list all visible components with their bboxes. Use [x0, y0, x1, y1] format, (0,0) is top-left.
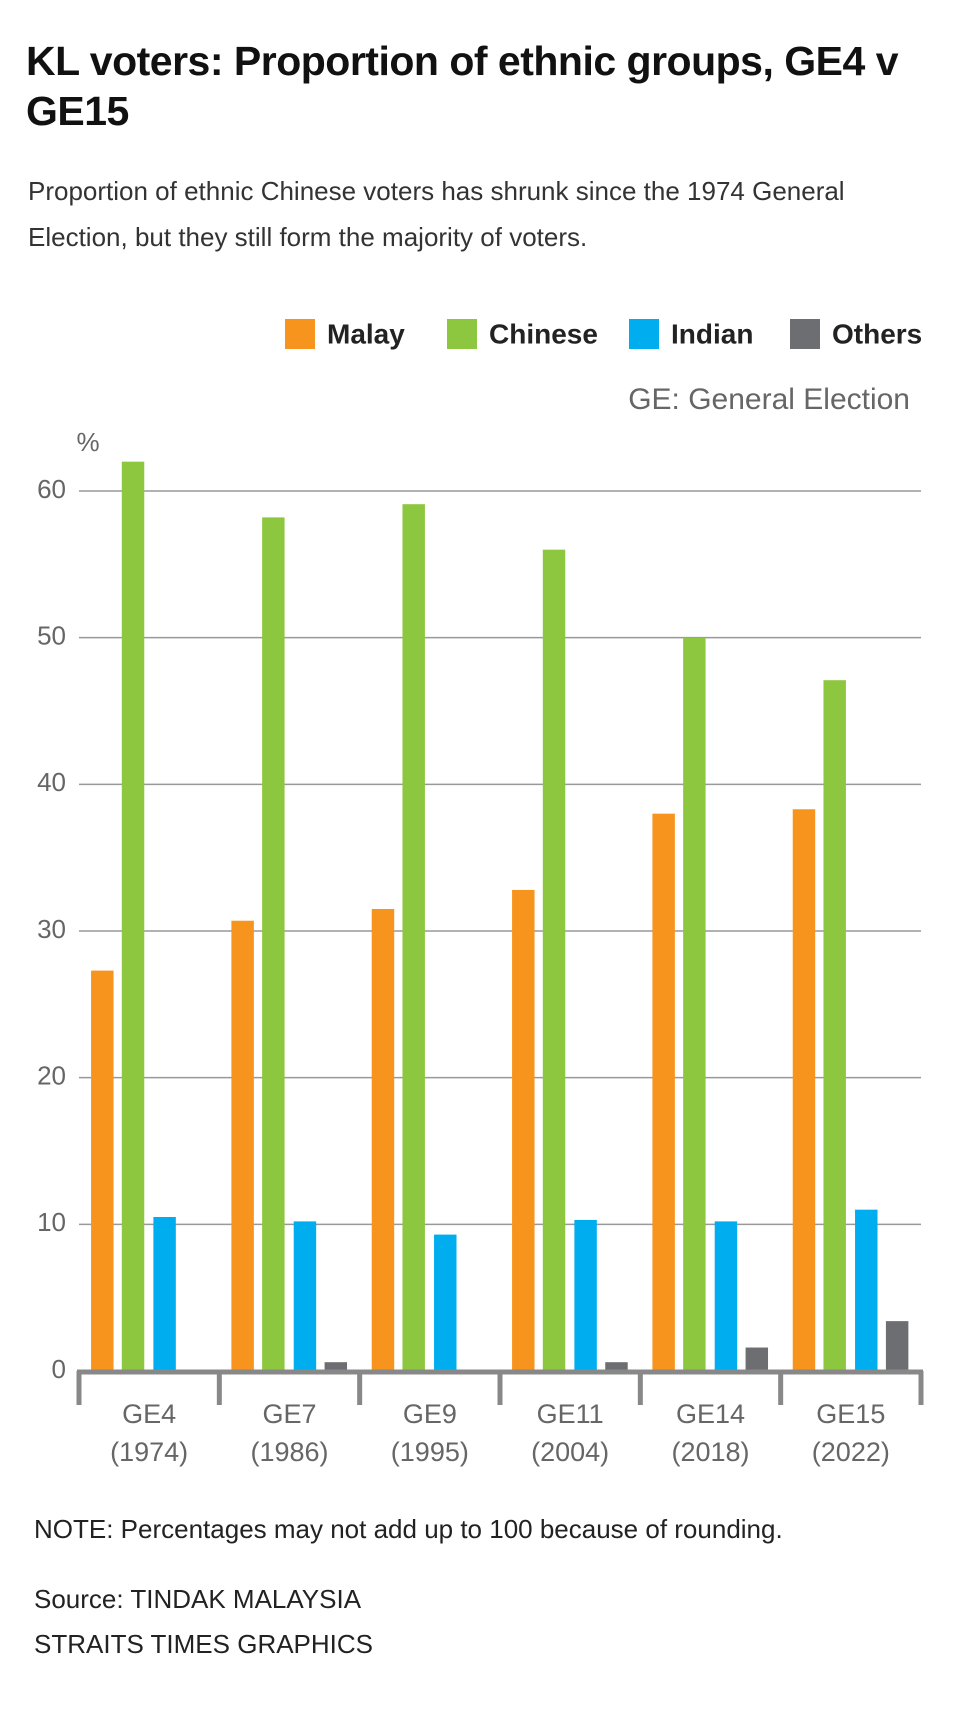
legend-swatch: [285, 319, 315, 349]
legend-swatch: [629, 319, 659, 349]
bar: [262, 517, 285, 1371]
legend-label: Malay: [327, 318, 405, 349]
x-tick-label: GE14 (2018): [671, 1399, 750, 1467]
bar: [121, 461, 145, 1372]
legend-swatch: [447, 319, 477, 349]
legend-label: Indian: [671, 318, 753, 349]
bar: [324, 1362, 348, 1371]
legend-swatch: [790, 319, 820, 349]
chart-subtitle: Proportion of ethnic Chinese voters has …: [28, 176, 845, 252]
bar: [434, 1234, 457, 1371]
annotation: GE: General Election: [628, 383, 910, 416]
bar: [683, 637, 706, 1371]
bar: [605, 1362, 628, 1371]
bar: [512, 889, 535, 1371]
y-tick-label: 0: [52, 1354, 66, 1384]
y-tick-label: 10: [37, 1207, 66, 1237]
y-tick-label: 30: [37, 914, 66, 944]
bar: [855, 1209, 878, 1371]
x-tick-label: GE15 (2022): [811, 1399, 890, 1467]
bar: [153, 1217, 176, 1371]
y-axis-label: %: [76, 427, 99, 457]
bar: [885, 1321, 909, 1371]
legend-label: Chinese: [489, 318, 598, 349]
note: NOTE: Percentages may not add up to 100 …: [34, 1514, 783, 1544]
x-tick-label: GE9 (1995): [390, 1399, 469, 1467]
bar: [91, 970, 114, 1371]
credit: STRAITS TIMES GRAPHICS: [34, 1629, 374, 1659]
bar: [745, 1347, 769, 1371]
bar: [293, 1221, 317, 1371]
bar: [574, 1219, 597, 1371]
y-tick-label: 20: [37, 1061, 66, 1091]
x-tick-label: GE4 (1974): [110, 1399, 189, 1467]
bar: [402, 504, 425, 1371]
bar: [792, 809, 816, 1371]
bar: [231, 920, 254, 1371]
bar: [542, 549, 566, 1371]
source: Source: TINDAK MALAYSIA: [34, 1584, 362, 1614]
x-tick-label: GE11 (2004): [531, 1399, 610, 1467]
x-tick-label: GE7 (1986): [250, 1399, 329, 1467]
bar: [371, 909, 395, 1371]
y-tick-label: 40: [37, 767, 66, 797]
legend-label: Others: [832, 318, 922, 349]
bar: [652, 813, 675, 1371]
y-tick-label: 60: [37, 474, 66, 504]
chart-title: KL voters: Proportion of ethnic groups, …: [26, 38, 899, 134]
bar: [823, 680, 846, 1371]
bar: [714, 1221, 738, 1371]
y-tick-label: 50: [37, 621, 66, 651]
